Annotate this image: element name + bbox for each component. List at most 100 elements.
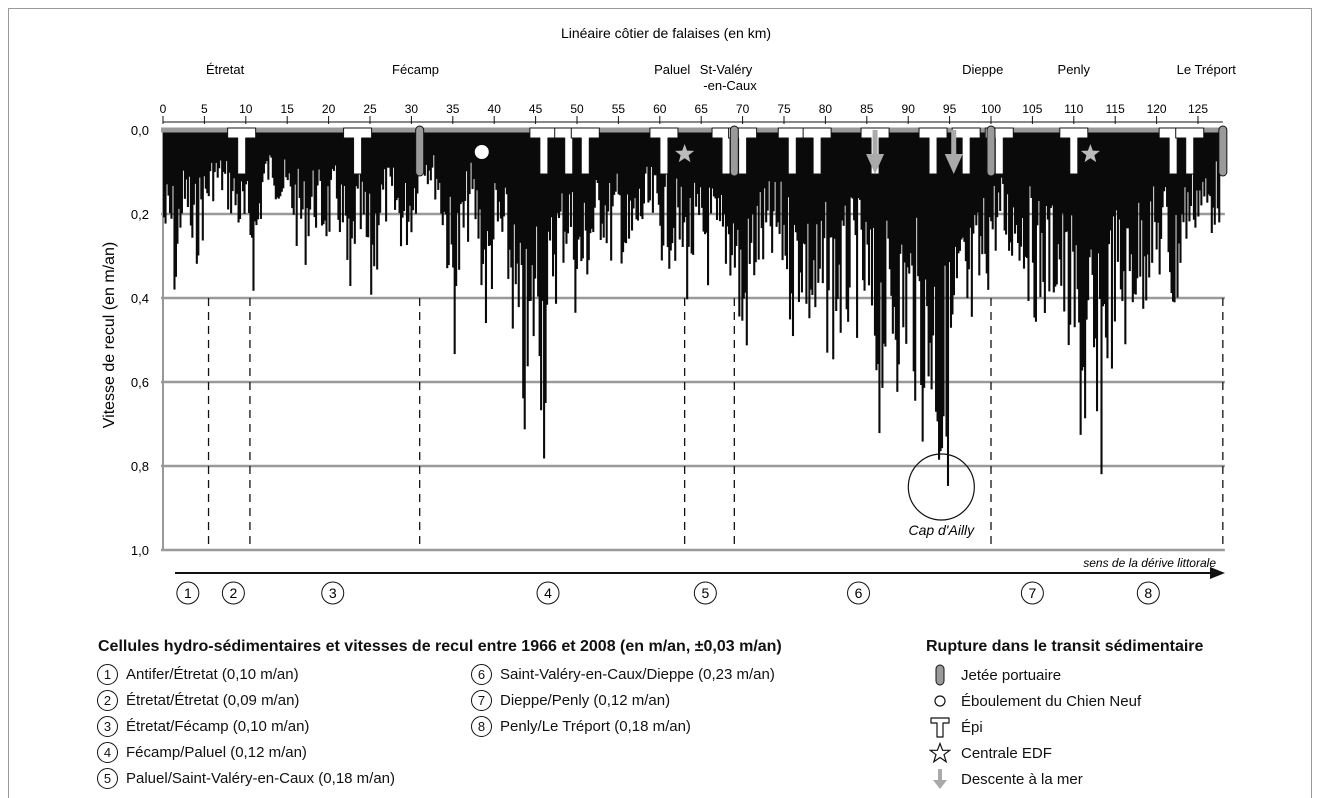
recession-bar [733, 130, 736, 268]
recession-bar [374, 130, 377, 214]
cap-ailly-annotation: Cap d'Ailly [907, 453, 975, 538]
recession-bar [277, 130, 280, 199]
recession-bar [247, 130, 251, 214]
recession-bar [1028, 130, 1032, 187]
recession-bar [1200, 130, 1203, 206]
recession-bar [709, 130, 713, 214]
recession-bar [537, 130, 540, 297]
recession-bar [447, 130, 450, 266]
recession-bar [1051, 130, 1054, 206]
recession-bar [484, 130, 488, 324]
recession-bar [745, 130, 748, 346]
recession-bar [861, 130, 865, 281]
recession-bar [385, 130, 388, 222]
town-label: Paluel [654, 62, 690, 77]
recession-bar [1163, 130, 1166, 192]
recession-bar [876, 130, 879, 364]
recession-bar [186, 130, 189, 208]
recession-bar [496, 130, 499, 222]
recession-bar [1075, 130, 1078, 246]
recession-bar [695, 130, 698, 207]
recession-bar [601, 130, 604, 224]
x-tick-label: 115 [1106, 102, 1125, 116]
recession-bar [282, 130, 285, 189]
recession-bar [557, 130, 561, 218]
cell-number-circle [176, 581, 200, 605]
recession-bar [926, 130, 929, 307]
recession-bar [1008, 130, 1011, 251]
recession-bar [681, 130, 684, 247]
recession-bar [352, 130, 355, 222]
cell-number-circle [321, 581, 345, 605]
recession-bar [335, 130, 338, 199]
recession-bar [771, 130, 774, 253]
y-tick-label: 1,0 [131, 543, 149, 558]
x-tick-label: 120 [1147, 102, 1167, 116]
recession-bar [593, 130, 596, 208]
recession-bar [444, 130, 447, 215]
star-icon [675, 144, 695, 163]
recession-bar [1146, 130, 1149, 255]
recession-bar [841, 130, 844, 221]
recession-bar [981, 130, 984, 255]
recession-bar [842, 130, 845, 226]
recession-bar [253, 130, 257, 222]
recession-bar [599, 130, 602, 240]
recession-bar [1127, 130, 1130, 229]
recession-bar [666, 130, 669, 248]
recession-bar [702, 130, 705, 232]
recession-bar [882, 130, 885, 344]
recession-bar [365, 130, 368, 237]
recession-bar [1057, 130, 1060, 245]
recession-bar [960, 130, 963, 240]
y-tick-label: 0,8 [131, 459, 149, 474]
recession-bar [554, 130, 558, 304]
recession-bar [320, 130, 324, 226]
town-labels: Étretat Fécamp Paluel St-Valéry-en-Caux Diep… [206, 62, 1236, 93]
recession-bar [736, 130, 739, 230]
recession-bar [1119, 130, 1122, 290]
recession-bar [477, 130, 480, 239]
recession-bar [626, 130, 629, 195]
recession-bar [1137, 130, 1140, 203]
recession-bar [519, 130, 522, 243]
recession-bar [763, 130, 766, 189]
recession-bar [1091, 130, 1094, 275]
recession-bar [490, 130, 493, 290]
recession-bar [911, 130, 914, 266]
recession-bar [903, 130, 906, 263]
cap-ailly-label: Cap d'Ailly [908, 522, 975, 538]
x-tick-label: 55 [612, 102, 626, 116]
chart-title: Linéaire côtier de falaises (en km) [561, 25, 771, 41]
recession-bar [322, 130, 325, 225]
recession-bar [1063, 130, 1066, 312]
recession-bar [857, 130, 860, 199]
recession-bar [563, 130, 567, 232]
recession-bar [1212, 130, 1215, 208]
recession-bar [647, 130, 650, 203]
recession-bar [569, 130, 572, 227]
recession-bar [1066, 130, 1069, 232]
recession-bar [727, 130, 730, 235]
recession-bar [399, 130, 403, 247]
town-label: Fécamp [392, 62, 439, 77]
recession-bar [165, 130, 169, 185]
recession-bar [1213, 130, 1216, 225]
x-tick-label: 95 [943, 102, 957, 116]
recession-bar [341, 130, 344, 223]
recession-bar [620, 130, 623, 264]
recession-bar [1116, 130, 1119, 262]
recession-bar [1207, 130, 1210, 195]
x-tick-label: 100 [981, 102, 1001, 116]
recession-bar [565, 130, 568, 244]
recession-bar [1022, 130, 1026, 269]
recession-bar [739, 130, 742, 250]
figure-frame [8, 8, 1312, 798]
recession-bar [556, 130, 559, 213]
recession-bar [502, 130, 505, 217]
recession-bar [492, 130, 495, 240]
recession-bar [1018, 130, 1021, 261]
recession-bar [809, 130, 812, 290]
recession-bar [994, 130, 997, 251]
recession-bar [499, 130, 502, 219]
